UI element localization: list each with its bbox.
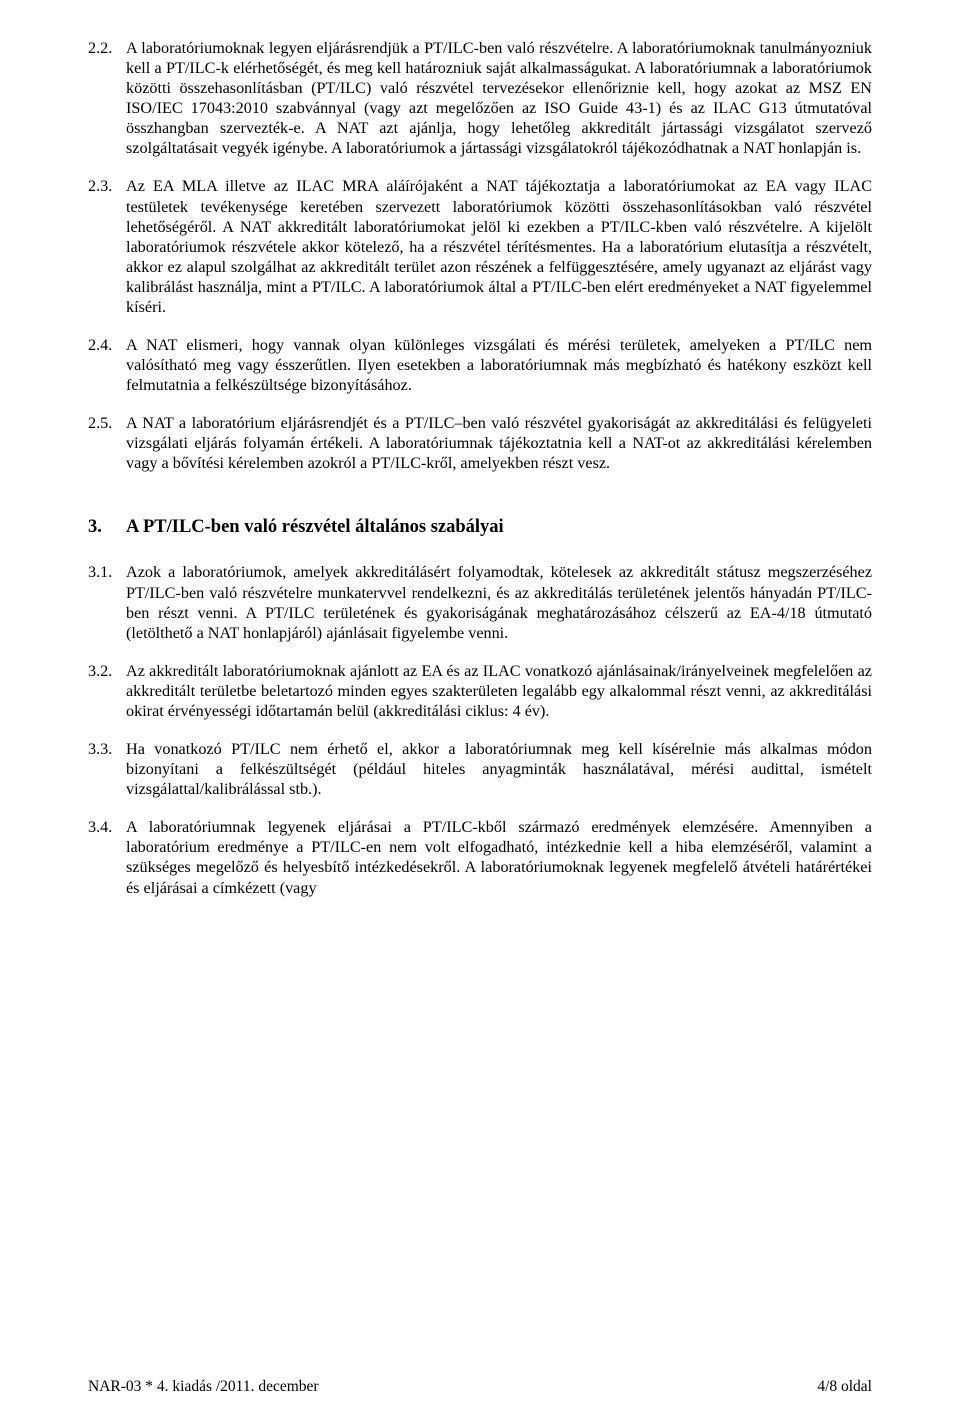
paragraph-2-5: 2.5. A NAT a laboratórium eljárásrendjét…: [88, 413, 872, 473]
section-number: 3.: [88, 517, 126, 538]
paragraph-3-4: 3.4. A laboratóriumnak legyenek eljárása…: [88, 817, 872, 897]
paragraph-3-2: 3.2. Az akkreditált laboratóriumoknak aj…: [88, 661, 872, 721]
footer-left: NAR-03 * 4. kiadás /2011. december: [88, 1378, 319, 1396]
paragraph-body: A laboratóriumoknak legyen eljárásrendjü…: [126, 38, 872, 158]
paragraph-body: A NAT elismeri, hogy vannak olyan különl…: [126, 335, 872, 395]
paragraph-number: 2.3.: [88, 176, 126, 317]
paragraph-body: A laboratóriumnak legyenek eljárásai a P…: [126, 817, 872, 897]
paragraph-body: Az EA MLA illetve az ILAC MRA aláírójaké…: [126, 176, 872, 317]
footer-right: 4/8 oldal: [817, 1378, 872, 1396]
paragraph-body: A NAT a laboratórium eljárásrendjét és a…: [126, 413, 872, 473]
paragraph-2-4: 2.4. A NAT elismeri, hogy vannak olyan k…: [88, 335, 872, 395]
paragraph-body: Ha vonatkozó PT/ILC nem érhető el, akkor…: [126, 739, 872, 799]
paragraph-number: 2.2.: [88, 38, 126, 158]
paragraph-2-3: 2.3. Az EA MLA illetve az ILAC MRA aláír…: [88, 176, 872, 317]
page-footer: NAR-03 * 4. kiadás /2011. december 4/8 o…: [88, 1378, 872, 1396]
paragraph-number: 3.1.: [88, 562, 126, 642]
paragraph-2-2: 2.2. A laboratóriumoknak legyen eljárásr…: [88, 38, 872, 158]
paragraph-number: 3.4.: [88, 817, 126, 897]
paragraph-3-3: 3.3. Ha vonatkozó PT/ILC nem érhető el, …: [88, 739, 872, 799]
paragraph-number: 3.2.: [88, 661, 126, 721]
paragraph-3-1: 3.1. Azok a laboratóriumok, amelyek akkr…: [88, 562, 872, 642]
paragraph-body: Az akkreditált laboratóriumoknak ajánlot…: [126, 661, 872, 721]
paragraph-number: 2.4.: [88, 335, 126, 395]
paragraph-number: 2.5.: [88, 413, 126, 473]
section-title-text: A PT/ILC-ben való részvétel általános sz…: [126, 517, 504, 538]
section-3-heading: 3. A PT/ILC-ben való részvétel általános…: [88, 517, 872, 538]
paragraph-number: 3.3.: [88, 739, 126, 799]
paragraph-body: Azok a laboratóriumok, amelyek akkreditá…: [126, 562, 872, 642]
